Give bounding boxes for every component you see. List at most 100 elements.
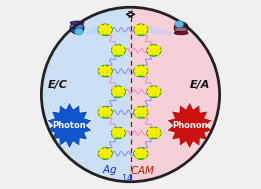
Circle shape: [153, 93, 155, 95]
Text: E/C: E/C: [48, 80, 67, 90]
Ellipse shape: [100, 26, 110, 32]
Circle shape: [121, 52, 123, 55]
Circle shape: [157, 52, 159, 55]
Circle shape: [122, 132, 124, 134]
Circle shape: [135, 149, 138, 151]
Circle shape: [158, 49, 160, 52]
Circle shape: [112, 91, 115, 93]
Circle shape: [138, 152, 140, 154]
Ellipse shape: [175, 28, 187, 31]
Circle shape: [109, 70, 111, 72]
Circle shape: [115, 89, 118, 91]
Text: Phonon: Phonon: [172, 121, 207, 130]
Circle shape: [121, 87, 124, 90]
Ellipse shape: [134, 107, 148, 118]
Ellipse shape: [174, 22, 188, 34]
Circle shape: [151, 130, 153, 132]
Circle shape: [141, 69, 144, 72]
Ellipse shape: [98, 24, 112, 36]
Circle shape: [108, 155, 110, 158]
Circle shape: [153, 52, 155, 54]
Circle shape: [121, 135, 123, 137]
Ellipse shape: [134, 24, 148, 36]
Circle shape: [113, 87, 115, 90]
Circle shape: [151, 47, 153, 50]
Circle shape: [121, 46, 124, 48]
Circle shape: [153, 87, 155, 89]
Polygon shape: [133, 24, 173, 35]
Circle shape: [108, 25, 110, 28]
Circle shape: [141, 111, 144, 113]
Circle shape: [138, 28, 140, 30]
Circle shape: [113, 135, 116, 137]
Ellipse shape: [136, 149, 145, 156]
Circle shape: [104, 66, 106, 69]
Circle shape: [117, 45, 120, 48]
Circle shape: [138, 109, 140, 112]
Circle shape: [102, 152, 105, 154]
Circle shape: [102, 111, 105, 113]
Ellipse shape: [149, 88, 158, 94]
Circle shape: [153, 45, 155, 48]
Ellipse shape: [100, 108, 110, 115]
Text: $\mathit{Ag}$: $\mathit{Ag}$: [103, 163, 118, 177]
Circle shape: [100, 32, 103, 34]
Polygon shape: [85, 24, 113, 35]
Circle shape: [148, 49, 150, 52]
Ellipse shape: [136, 108, 145, 115]
Circle shape: [113, 46, 115, 48]
Circle shape: [153, 134, 155, 137]
Circle shape: [117, 52, 120, 54]
Circle shape: [149, 128, 151, 131]
Circle shape: [99, 29, 101, 31]
Circle shape: [141, 109, 144, 112]
Circle shape: [108, 32, 110, 34]
Ellipse shape: [114, 88, 123, 94]
Polygon shape: [130, 7, 220, 182]
Circle shape: [143, 114, 146, 117]
Circle shape: [106, 109, 108, 112]
Circle shape: [106, 27, 108, 29]
Circle shape: [148, 91, 150, 93]
Circle shape: [138, 68, 140, 70]
Circle shape: [140, 72, 142, 75]
Circle shape: [119, 47, 121, 50]
Circle shape: [115, 130, 118, 132]
Circle shape: [100, 149, 102, 151]
Circle shape: [102, 150, 104, 153]
Ellipse shape: [136, 26, 145, 32]
Circle shape: [102, 28, 105, 30]
Circle shape: [141, 150, 144, 153]
Circle shape: [108, 108, 110, 110]
Text: Photon: Photon: [53, 121, 86, 130]
Circle shape: [141, 28, 144, 30]
Circle shape: [157, 87, 159, 90]
Ellipse shape: [149, 46, 158, 53]
Circle shape: [102, 69, 105, 72]
Polygon shape: [167, 102, 212, 149]
Circle shape: [119, 130, 121, 132]
Circle shape: [100, 67, 102, 69]
Circle shape: [135, 108, 138, 110]
Circle shape: [140, 107, 142, 110]
Circle shape: [138, 27, 140, 29]
Circle shape: [155, 90, 157, 92]
Circle shape: [108, 73, 110, 75]
Circle shape: [134, 29, 137, 31]
Circle shape: [135, 67, 138, 69]
Circle shape: [155, 49, 157, 51]
Circle shape: [109, 152, 111, 155]
Circle shape: [138, 150, 140, 153]
Circle shape: [106, 68, 108, 70]
Circle shape: [121, 94, 123, 96]
Ellipse shape: [114, 46, 123, 53]
Circle shape: [149, 52, 151, 55]
Circle shape: [112, 49, 115, 52]
Circle shape: [113, 52, 116, 55]
Circle shape: [119, 89, 121, 91]
Ellipse shape: [71, 25, 83, 28]
Circle shape: [108, 67, 110, 69]
Ellipse shape: [98, 65, 112, 77]
Circle shape: [117, 128, 120, 130]
Circle shape: [151, 90, 153, 92]
